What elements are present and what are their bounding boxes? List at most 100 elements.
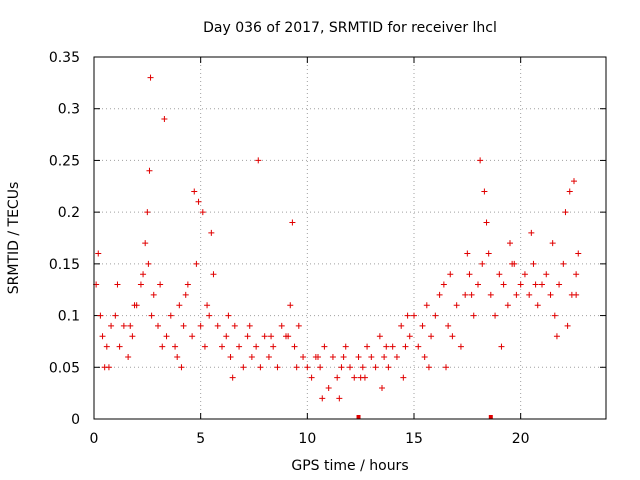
- data-point: [270, 343, 277, 350]
- x-tick-label: 15: [405, 431, 423, 447]
- data-point: [161, 116, 168, 123]
- data-point: [219, 343, 225, 350]
- data-point: [182, 291, 189, 298]
- data-point: [571, 178, 577, 185]
- data-point: [445, 322, 452, 329]
- data-point: [248, 353, 255, 360]
- data-point: [227, 353, 234, 360]
- chart-title: Day 036 of 2017, SRMTID for receiver lhc…: [203, 20, 497, 36]
- grid-lines: [94, 57, 606, 419]
- data-point: [268, 333, 275, 340]
- data-point: [381, 353, 388, 360]
- data-point: [120, 322, 127, 329]
- data-point: [462, 291, 469, 298]
- data-point: [553, 333, 560, 340]
- data-point: [319, 395, 326, 402]
- y-tick-label: 0.35: [49, 50, 80, 66]
- data-point: [398, 322, 405, 329]
- data-point: [116, 343, 123, 350]
- y-tick-label: 0.2: [58, 205, 80, 221]
- data-point: [199, 209, 206, 216]
- data-point: [329, 353, 336, 360]
- data-point: [521, 271, 528, 278]
- data-point: [278, 322, 285, 329]
- data-point: [325, 384, 332, 391]
- data-point: [428, 333, 435, 340]
- data-point: [274, 364, 281, 371]
- data-point: [383, 343, 390, 350]
- data-point: [246, 322, 253, 329]
- data-point: [457, 343, 464, 350]
- data-point: [317, 364, 324, 371]
- data-point: [195, 198, 202, 205]
- y-tick-label: 0.25: [49, 153, 80, 169]
- data-point: [208, 229, 215, 236]
- data-point: [485, 250, 492, 257]
- data-point: [447, 271, 454, 278]
- data-point: [464, 250, 471, 257]
- data-point: [415, 343, 422, 350]
- data-point: [347, 364, 353, 371]
- data-point: [197, 322, 204, 329]
- data-point: [255, 157, 262, 164]
- data-point: [556, 281, 563, 288]
- x-tick-label: 0: [90, 431, 99, 447]
- data-point: [287, 302, 294, 309]
- data-point: [443, 364, 449, 371]
- data-point: [549, 240, 556, 247]
- data-point: [526, 291, 533, 298]
- data-point: [500, 281, 507, 288]
- data-point: [487, 291, 494, 298]
- data-point: [449, 333, 456, 340]
- data-point: [468, 291, 475, 298]
- data-point: [551, 312, 558, 319]
- data-point: [180, 322, 187, 329]
- data-point: [285, 333, 292, 340]
- data-point: [103, 343, 110, 350]
- y-tick-label: 0.05: [49, 360, 80, 376]
- data-point: [114, 281, 121, 288]
- tick-labels: 0 5 10 15 20 0 0.05 0.1 0.15 0.2 0.25 0.3 0.35: [49, 50, 530, 447]
- data-point: [204, 302, 211, 309]
- data-point: [125, 353, 132, 360]
- data-point: [573, 291, 580, 298]
- data-point: [498, 343, 505, 350]
- data-point: [97, 312, 104, 319]
- data-point: [289, 219, 296, 226]
- data-point: [364, 343, 371, 350]
- data-point: [389, 343, 396, 350]
- data-point: [379, 384, 385, 391]
- data-point: [295, 322, 302, 329]
- data-point: [315, 353, 321, 360]
- data-point: [148, 312, 155, 319]
- data-point: [404, 312, 411, 319]
- data-point: [560, 260, 567, 267]
- data-point: [147, 74, 154, 81]
- data-point: [321, 343, 328, 350]
- y-axis-label: SRMTID / TECUs: [6, 182, 22, 295]
- data-point: [517, 281, 524, 288]
- data-point: [112, 312, 119, 319]
- data-point: [308, 374, 315, 381]
- data-point: [99, 333, 106, 340]
- data-point: [340, 353, 347, 360]
- data-point: [145, 260, 152, 267]
- data-point: [342, 343, 349, 350]
- data-point: [223, 333, 230, 340]
- data-point: [496, 271, 503, 278]
- data-point: [419, 322, 426, 329]
- data-point: [191, 188, 198, 195]
- data-point: [513, 291, 520, 298]
- data-point: [453, 302, 460, 309]
- data-point: [573, 271, 580, 278]
- data-point: [265, 353, 272, 360]
- data-point: [351, 374, 358, 381]
- data-point: [562, 209, 569, 216]
- data-point: [231, 322, 238, 329]
- data-point: [127, 322, 134, 329]
- data-point: [470, 312, 477, 319]
- data-point: [142, 240, 149, 247]
- data-point: [504, 302, 511, 309]
- data-point: [229, 374, 236, 381]
